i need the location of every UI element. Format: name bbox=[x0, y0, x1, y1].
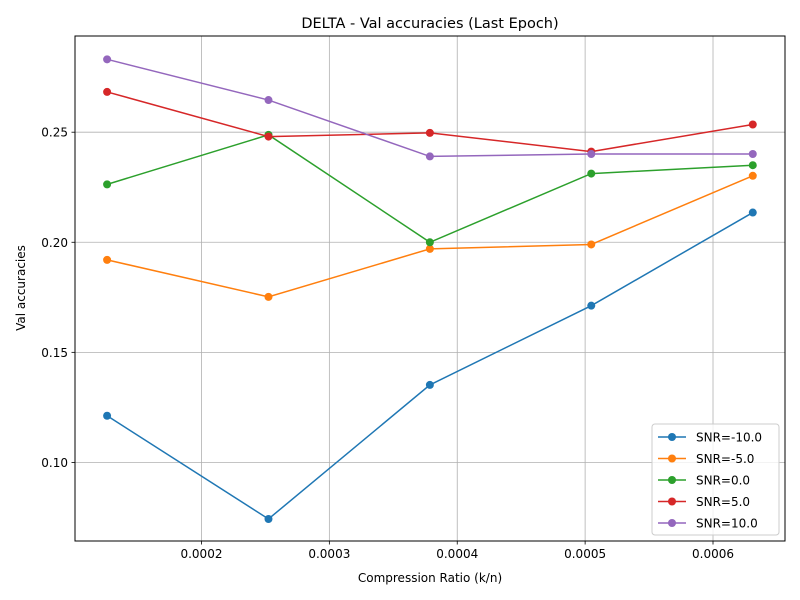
data-point bbox=[587, 169, 596, 178]
legend-label: SNR=5.0 bbox=[696, 495, 750, 509]
x-tick-label: 0.0004 bbox=[436, 547, 478, 561]
data-point bbox=[587, 149, 596, 158]
y-tick-label: 0.15 bbox=[41, 346, 68, 360]
legend-marker bbox=[668, 519, 676, 527]
legend-marker bbox=[668, 497, 676, 506]
series-line bbox=[106, 58, 753, 158]
legend-marker bbox=[668, 433, 676, 441]
x-tick-label: 0.0006 bbox=[692, 547, 734, 561]
legend-entry: SNR=10.0 bbox=[658, 517, 758, 531]
legend-label: SNR=10.0 bbox=[696, 517, 758, 531]
data-point bbox=[748, 208, 757, 217]
series-3 bbox=[103, 87, 757, 156]
x-tick-label: 0.0003 bbox=[308, 547, 350, 561]
data-point bbox=[264, 132, 273, 141]
data-point bbox=[264, 292, 273, 301]
plot-frame bbox=[74, 35, 786, 542]
data-point bbox=[425, 128, 434, 137]
series-1 bbox=[103, 171, 757, 301]
data-point bbox=[103, 55, 112, 64]
data-point bbox=[425, 380, 434, 389]
data-point bbox=[748, 149, 757, 158]
legend-label: SNR=-5.0 bbox=[696, 452, 754, 466]
legend-marker bbox=[668, 476, 676, 484]
data-point bbox=[425, 244, 434, 253]
data-point bbox=[425, 238, 434, 247]
data-point bbox=[587, 301, 596, 310]
x-tick-label: 0.0002 bbox=[180, 547, 222, 561]
data-point bbox=[425, 152, 434, 161]
data-point bbox=[748, 120, 757, 129]
data-point bbox=[748, 171, 757, 180]
series-line bbox=[106, 134, 753, 244]
legend-entry: SNR=-5.0 bbox=[658, 452, 754, 466]
x-tick-label: 0.0005 bbox=[564, 547, 606, 561]
data-point bbox=[748, 161, 757, 170]
series-line bbox=[106, 175, 754, 298]
y-axis-ticks: 0.10 0.15 0.20 0.25 bbox=[41, 126, 75, 470]
data-point bbox=[103, 180, 112, 189]
legend-entry: SNR=-10.0 bbox=[658, 431, 762, 445]
y-tick-label: 0.20 bbox=[41, 236, 68, 250]
legend-label: SNR=-10.0 bbox=[696, 431, 762, 445]
legend-marker bbox=[668, 454, 676, 463]
legend-label: SNR=0.0 bbox=[696, 474, 750, 488]
series-layer bbox=[103, 55, 757, 523]
legend: SNR=-10.0 SNR=-5.0 SNR=0.0 SNR=5.0 SNR=10.0 bbox=[651, 423, 780, 536]
legend-entry: SNR=0.0 bbox=[658, 474, 750, 488]
x-axis-ticks: 0.0002 0.0003 0.0004 0.0005 0.0006 bbox=[180, 541, 734, 561]
legend-entry: SNR=5.0 bbox=[658, 495, 750, 509]
y-tick-label: 0.10 bbox=[41, 456, 68, 470]
series-0 bbox=[103, 208, 757, 523]
series-4 bbox=[103, 55, 757, 161]
data-point bbox=[264, 514, 273, 523]
x-axis-label: Compression Ratio (k/n) bbox=[358, 571, 502, 585]
data-point bbox=[103, 411, 112, 420]
series-line bbox=[106, 91, 753, 153]
legend-box bbox=[651, 423, 780, 536]
y-tick-label: 0.25 bbox=[41, 126, 68, 140]
data-point bbox=[587, 240, 596, 249]
data-point bbox=[103, 87, 112, 96]
data-point bbox=[264, 96, 273, 105]
data-point bbox=[103, 255, 112, 264]
y-axis-label: Val accuracies bbox=[14, 245, 28, 331]
chart-title: DELTA - Val accuracies (Last Epoch) bbox=[301, 16, 558, 32]
